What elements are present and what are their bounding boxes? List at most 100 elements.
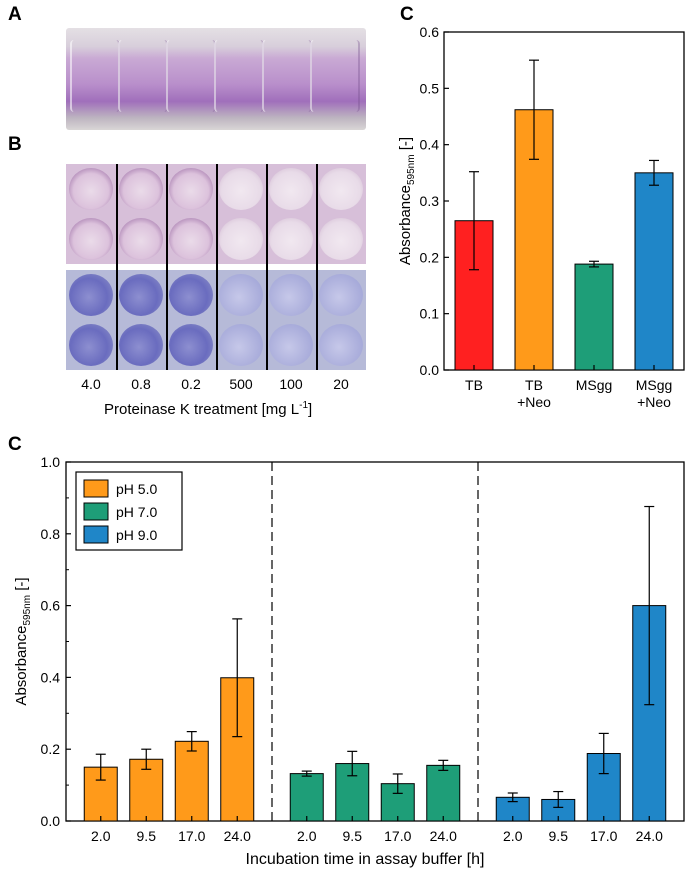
y-tick-label: 0.1 bbox=[420, 306, 440, 322]
y-tick-label: 0.6 bbox=[420, 24, 440, 40]
x-tick-label: 24.0 bbox=[430, 828, 457, 844]
well bbox=[269, 168, 313, 210]
x-tick-label: 9.5 bbox=[549, 828, 569, 844]
x-tick-label: 9.5 bbox=[137, 828, 157, 844]
plate-column bbox=[310, 40, 360, 112]
well bbox=[219, 218, 263, 260]
treatment-axis-label-end: ] bbox=[308, 401, 313, 418]
y-tick-label: 0.2 bbox=[41, 741, 61, 757]
treatment-label: 0.8 bbox=[131, 376, 151, 392]
treatment-label: 500 bbox=[229, 376, 253, 392]
well bbox=[319, 218, 363, 260]
well bbox=[169, 274, 213, 316]
well bbox=[269, 218, 313, 260]
treatment-label: 100 bbox=[279, 376, 303, 392]
well bbox=[169, 218, 213, 260]
treatment-axis-label-sup: -1 bbox=[299, 400, 309, 411]
y-tick-label: 0.2 bbox=[420, 249, 440, 265]
well bbox=[69, 274, 113, 316]
column-separator bbox=[266, 164, 268, 370]
y-tick-label: 0.0 bbox=[420, 362, 440, 378]
x-tick-label: TB bbox=[465, 377, 483, 393]
panel-letter-a: A bbox=[8, 4, 22, 25]
y-tick-label: 0.0 bbox=[41, 813, 61, 829]
treatment-label: 4.0 bbox=[81, 376, 101, 392]
well bbox=[69, 168, 113, 210]
bar bbox=[634, 172, 674, 371]
x-tick-label-line: MSgg bbox=[576, 377, 613, 393]
y-axis-label-sub: 595nm bbox=[22, 595, 33, 626]
x-tick-label: 17.0 bbox=[590, 828, 617, 844]
well bbox=[69, 324, 113, 366]
treatment-axis-label-main: Proteinase K treatment [mg L bbox=[104, 401, 300, 418]
y-tick-label: 0.6 bbox=[41, 598, 61, 614]
x-tick-label-line: +Neo bbox=[637, 394, 671, 410]
panel-letter-c-bottom: C bbox=[8, 434, 22, 455]
y-axis-label-main: Absorbance bbox=[13, 626, 30, 706]
bar bbox=[289, 773, 324, 822]
column-separator bbox=[116, 164, 118, 370]
x-tick-label: 2.0 bbox=[297, 828, 317, 844]
well bbox=[319, 274, 363, 316]
bar bbox=[574, 263, 614, 371]
legend-swatch bbox=[83, 479, 109, 498]
legend-label: pH 9.0 bbox=[116, 527, 157, 543]
well bbox=[219, 324, 263, 366]
y-axis-label-sub: 595nm bbox=[406, 154, 417, 185]
x-tick-label-line: TB bbox=[465, 377, 483, 393]
x-tick-label: 24.0 bbox=[636, 828, 663, 844]
x-tick-label-line: MSgg bbox=[636, 377, 673, 393]
x-tick-label: 17.0 bbox=[178, 828, 205, 844]
well bbox=[119, 324, 163, 366]
x-tick-label: TB +Neo bbox=[517, 377, 551, 410]
y-axis-label-main: Absorbance bbox=[397, 185, 414, 265]
x-tick-label: 2.0 bbox=[503, 828, 523, 844]
legend-label: pH 5.0 bbox=[116, 481, 157, 497]
x-tick-label-line: TB bbox=[525, 377, 543, 393]
x-axis-label: Incubation time in assay buffer [h] bbox=[246, 851, 485, 868]
y-tick-label: 0.4 bbox=[420, 137, 440, 153]
y-tick-label: 1.0 bbox=[41, 454, 61, 470]
bar bbox=[426, 764, 461, 822]
column-separator bbox=[166, 164, 168, 370]
well bbox=[169, 324, 213, 366]
treatment-axis-label: Proteinase K treatment [mg L-1] bbox=[104, 400, 312, 418]
well bbox=[269, 274, 313, 316]
y-tick-label: 0.8 bbox=[41, 526, 61, 542]
well bbox=[269, 324, 313, 366]
panel-letter-b: B bbox=[8, 134, 22, 155]
y-axis-label-end: [-] bbox=[13, 577, 30, 595]
x-tick-label: MSgg +Neo bbox=[636, 377, 673, 410]
x-tick-label: 2.0 bbox=[91, 828, 111, 844]
y-tick-label: 0.5 bbox=[420, 80, 440, 96]
treatment-label: 20 bbox=[333, 376, 349, 392]
y-axis-label: Absorbance595nm [-] bbox=[397, 137, 417, 265]
column-separator bbox=[316, 164, 318, 370]
well bbox=[219, 274, 263, 316]
well bbox=[319, 324, 363, 366]
treatment-label: 0.2 bbox=[181, 376, 201, 392]
panel-letter-c-top: C bbox=[400, 4, 414, 25]
y-axis-label-end: [-] bbox=[397, 137, 414, 155]
plate-side-photo bbox=[66, 28, 366, 130]
x-tick-label: 24.0 bbox=[224, 828, 251, 844]
legend-swatch bbox=[83, 525, 109, 544]
well bbox=[119, 274, 163, 316]
well bbox=[119, 168, 163, 210]
x-tick-label-line: +Neo bbox=[517, 394, 551, 410]
bar bbox=[174, 740, 209, 822]
x-tick-label: 17.0 bbox=[384, 828, 411, 844]
well bbox=[219, 168, 263, 210]
x-tick-label: 9.5 bbox=[343, 828, 363, 844]
y-axis-label: Absorbance595nm [-] bbox=[13, 577, 33, 705]
well bbox=[69, 218, 113, 260]
x-tick-label: MSgg bbox=[576, 377, 613, 393]
column-separator bbox=[216, 164, 218, 370]
chart-bottom: 0.0 0.2 0.4 0.6 0.8 1.0 2.0 9.5 17.0 24.0 2.0 9.5 17… bbox=[13, 454, 685, 868]
well bbox=[169, 168, 213, 210]
well bbox=[119, 218, 163, 260]
y-tick-label: 0.4 bbox=[41, 669, 61, 685]
y-tick-label: 0.3 bbox=[420, 193, 440, 209]
well bbox=[319, 168, 363, 210]
